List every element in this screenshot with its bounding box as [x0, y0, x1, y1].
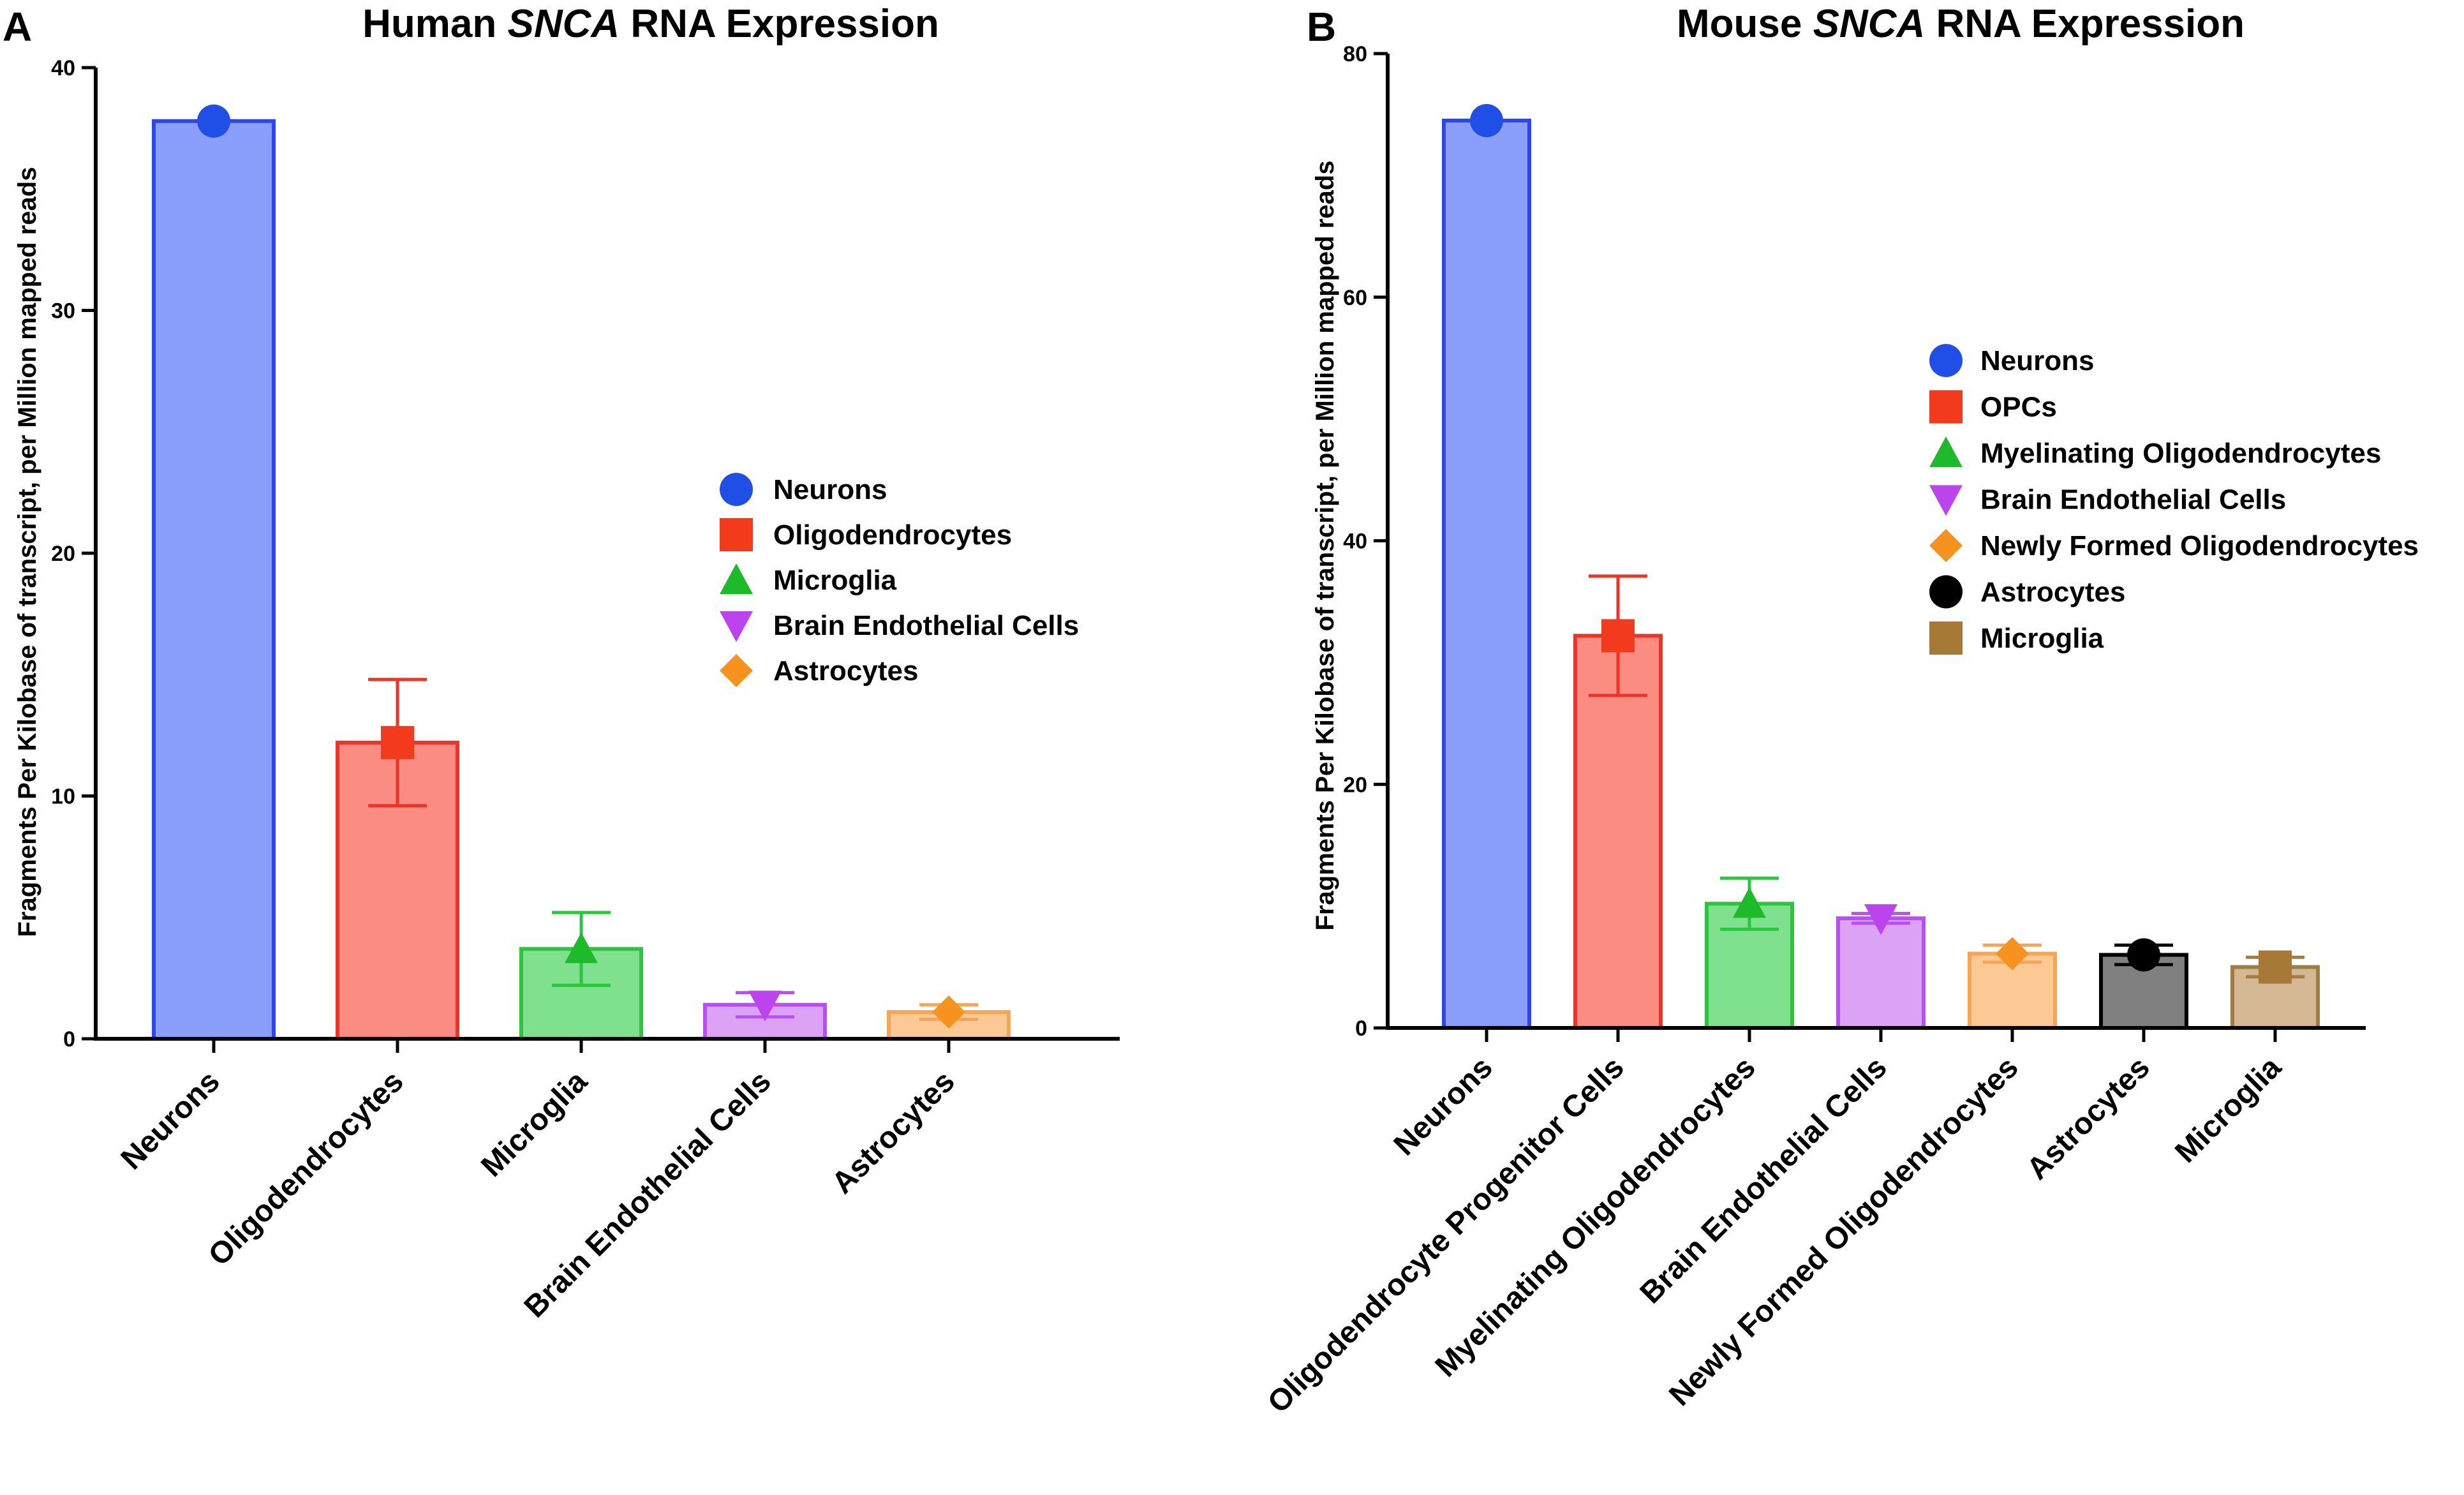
legend-label: OPCs: [1980, 392, 2057, 423]
panel-b-markers: [1470, 103, 2292, 984]
legend-label: Newly Formed Oligodendrocytes: [1980, 530, 2419, 562]
y-tick-label: 0: [63, 1027, 75, 1052]
y-tick-label: 20: [1343, 773, 1367, 797]
data-point-marker: [1470, 103, 1503, 137]
legend-marker: [720, 563, 753, 595]
legend-marker: [1929, 575, 1963, 609]
panel-a-axes: [94, 68, 1120, 1041]
bar: [152, 119, 276, 1041]
y-tick-label: 10: [51, 785, 75, 809]
panel-a-y-axis-label: Fragments Per Kilobase of transcript, pe…: [13, 167, 41, 937]
y-tick-label: 0: [1355, 1016, 1367, 1041]
data-point-marker: [2127, 938, 2160, 972]
category-label: Neurons: [115, 1064, 226, 1176]
panel-a-human: A Human SNCA RNA Expression Fragments Pe…: [3, 2, 1120, 1324]
panel-b-mouse: B Mouse SNCA RNA Expression Fragments Pe…: [1261, 2, 2419, 1420]
category-label: Astrocytes: [2021, 1050, 2156, 1186]
legend-label: Microglia: [773, 565, 897, 596]
legend-label: Astrocytes: [1980, 577, 2125, 608]
panel-b-legend: Neurons OPCs Myelinating Oligodendrocytes B…: [1929, 344, 2419, 655]
panel-a-markers: [197, 104, 965, 1029]
legend-marker: [1929, 344, 1963, 377]
data-point-marker: [1733, 887, 1766, 918]
category-label: Neurons: [1388, 1050, 1499, 1162]
panel-a-letter: A: [3, 4, 32, 50]
legend-label: Oligodendrocytes: [773, 519, 1012, 551]
panel-b-axes: [1386, 54, 2366, 1030]
category-label: Microglia: [2169, 1050, 2288, 1170]
panel-b-bars: [1442, 118, 2320, 1030]
legend-label: Neurons: [1980, 345, 2094, 376]
legend-marker: [720, 473, 753, 506]
y-tick-label: 40: [1343, 530, 1367, 554]
legend-marker: [720, 518, 753, 551]
legend-label: Brain Endothelial Cells: [1980, 484, 2286, 516]
legend-marker: [1929, 621, 1963, 655]
panel-b-y-ticks: 0 20 40 60 80: [1343, 42, 1388, 1041]
category-label: Brain Endothelial Cells: [1634, 1050, 1894, 1310]
panel-b-letter: B: [1307, 4, 1336, 50]
panel-a-error-bars: [368, 678, 978, 1022]
category-label: Astrocytes: [826, 1064, 961, 1200]
y-tick-label: 60: [1343, 286, 1367, 310]
legend-marker: [1929, 436, 1963, 468]
y-tick-label: 20: [51, 542, 75, 566]
panel-a-legend: Neurons Oligodendrocytes Microglia Brain En…: [720, 473, 1079, 687]
y-tick-label: 80: [1343, 42, 1367, 66]
legend-marker: [720, 654, 753, 687]
data-point-marker: [932, 995, 965, 1029]
legend-label: Microglia: [1980, 623, 2104, 654]
panel-b-y-axis-label: Fragments Per Kilobase of transcript, pe…: [1311, 161, 1339, 931]
legend-label: Brain Endothelial Cells: [773, 610, 1079, 641]
legend-label: Myelinating Oligodendrocytes: [1980, 438, 2381, 469]
panel-a-y-ticks: 0 10 20 30 40: [51, 56, 96, 1052]
data-point-marker: [748, 990, 782, 1022]
data-point-marker: [565, 932, 598, 963]
legend-marker: [1929, 529, 1963, 562]
data-point-marker: [1996, 937, 2029, 971]
y-tick-label: 40: [51, 56, 75, 80]
data-point-marker: [2259, 950, 2292, 984]
bar: [1836, 916, 1926, 1030]
legend-label: Astrocytes: [773, 655, 918, 687]
data-point-marker: [1864, 904, 1897, 935]
y-tick-label: 30: [51, 299, 75, 324]
legend-marker: [720, 611, 753, 642]
bar: [1442, 118, 1531, 1030]
legend-label: Neurons: [773, 474, 887, 505]
data-point-marker: [197, 104, 230, 138]
data-point-marker: [381, 725, 414, 759]
panel-a-title: Human SNCA RNA Expression: [362, 2, 939, 46]
data-point-marker: [1601, 619, 1635, 653]
category-label: Microglia: [475, 1064, 594, 1184]
legend-marker: [1929, 390, 1963, 424]
legend-marker: [1929, 485, 1963, 516]
panel-b-title: Mouse SNCA RNA Expression: [1677, 2, 2245, 46]
panel-a-bars: [152, 119, 1011, 1041]
category-label: Oligodendrocytes: [202, 1064, 410, 1272]
